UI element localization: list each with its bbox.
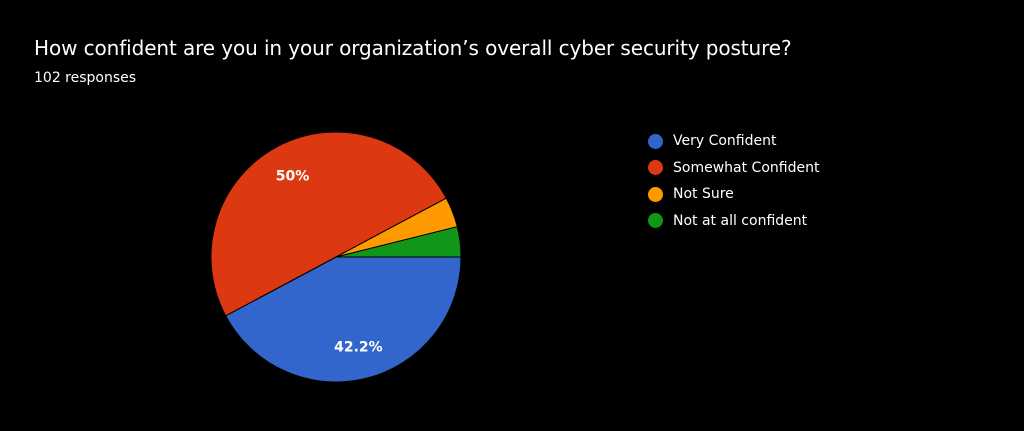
legend-swatch-icon	[648, 160, 663, 176]
legend-item-not-at-all-confident[interactable]: Not at all confident	[648, 208, 819, 235]
legend-label: Very Confident	[673, 133, 777, 150]
pie-slice-somewhat-confident[interactable]	[210, 131, 447, 317]
legend-label: Not Sure	[673, 186, 734, 203]
legend-swatch-icon	[648, 133, 663, 149]
legend-swatch-icon	[648, 213, 663, 229]
pie-slices	[210, 131, 462, 383]
pie-slice-very-confident[interactable]	[225, 256, 462, 383]
response-count: 102 responses	[34, 70, 137, 86]
pie-slice-not-at-all-confident[interactable]	[335, 226, 462, 258]
pie-data-labels: 42.2% 50%	[276, 168, 383, 355]
chart-legend: Very Confident Somewhat Confident Not Sure…	[648, 128, 819, 234]
legend-label: Not at all confident	[673, 212, 808, 229]
legend-item-very-confident[interactable]: Very Confident	[648, 128, 819, 155]
legend-label: Somewhat Confident	[673, 159, 820, 176]
legend-item-not-sure[interactable]: Not Sure	[648, 181, 819, 208]
legend-swatch-icon	[648, 186, 663, 202]
chart-title: How confident are you in your organizati…	[34, 36, 792, 60]
data-label-very-confident: 42.2%	[334, 340, 383, 356]
data-label-somewhat-confident: 50%	[276, 168, 310, 184]
legend-item-somewhat-confident[interactable]: Somewhat Confident	[648, 155, 819, 182]
